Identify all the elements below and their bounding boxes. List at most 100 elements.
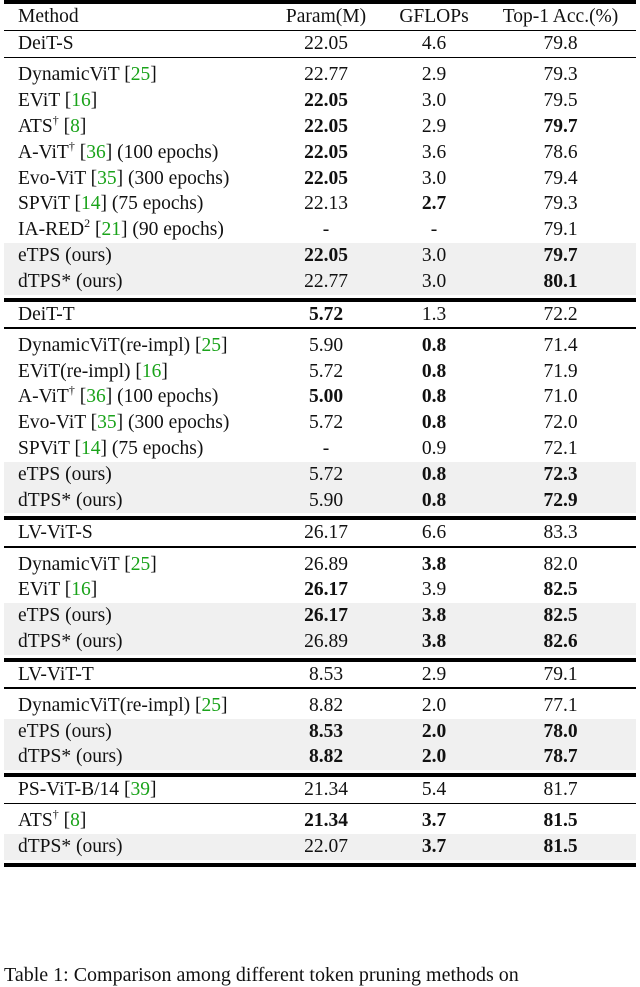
param-cell: 22.77 — [304, 64, 348, 86]
gflops-cell: 2.0 — [421, 746, 447, 768]
method-name: EViT — [18, 90, 65, 112]
gflops-cell: 3.7 — [421, 810, 447, 832]
param-cell: 21.34 — [304, 810, 348, 832]
method-superscript: † — [52, 112, 59, 127]
method-cell: EViT(re-impl) [16] — [18, 360, 168, 382]
param-cell: 26.17 — [304, 522, 348, 544]
method-cell: SPViT [14] (75 epochs) — [18, 193, 204, 215]
table-row: EViT [16] 26.17 3.9 82.5 — [4, 577, 636, 603]
method-cell: DynamicViT(re-impl) [25] — [18, 694, 228, 716]
table-row: eTPS (ours) 26.17 3.8 82.5 — [4, 603, 636, 629]
param-cell: 8.53 — [308, 720, 344, 742]
method-cell: eTPS (ours) — [18, 603, 112, 629]
acc-cell: 71.9 — [543, 360, 578, 382]
citation-link: 39 — [130, 779, 150, 801]
acc-cell: 79.1 — [543, 663, 578, 685]
param-cell: 5.00 — [308, 386, 344, 408]
table-row: EViT(re-impl) [16] 5.72 0.8 71.9 — [4, 359, 636, 385]
method-cell: EViT [16] — [18, 579, 98, 601]
acc-cell: 79.8 — [543, 33, 578, 55]
method-superscript: † — [68, 383, 75, 398]
acc-cell: 79.3 — [543, 193, 578, 215]
method-cell: ATS† [8] — [18, 112, 87, 137]
table-row: dTPS* (ours) 26.89 3.8 82.6 — [4, 628, 636, 655]
baseline-rule — [4, 56, 636, 59]
acc-cell: 81.5 — [543, 836, 578, 858]
method-name: IA-RED — [18, 219, 85, 241]
gflops-cell: 3.8 — [421, 605, 447, 627]
gflops-cell: 3.0 — [421, 244, 447, 266]
method-name: dTPS* (ours) — [18, 270, 123, 292]
group-separator-rule — [4, 773, 636, 778]
baseline-row: LV-ViT-S 26.17 6.6 83.3 — [4, 520, 636, 546]
param-cell: 8.82 — [308, 746, 344, 768]
table-row: Evo-ViT [35] (300 epochs) 22.05 3.0 79.4 — [4, 166, 636, 192]
citation-link: 14 — [80, 437, 101, 459]
method-name: LV-ViT-S — [18, 522, 93, 544]
header-gflops: GFLOPs — [399, 6, 469, 27]
method-cell: Evo-ViT [35] (300 epochs) — [18, 412, 230, 434]
method-name: ATS — [18, 810, 53, 832]
acc-cell: 78.6 — [543, 141, 578, 163]
method-cell: dTPS* (ours) — [18, 488, 123, 514]
acc-cell: 82.0 — [543, 553, 578, 575]
method-superscript: 2 — [84, 216, 91, 231]
table-row: DynamicViT(re-impl) [25] 5.90 0.8 71.4 — [4, 333, 636, 359]
table-header: Method Param(M) GFLOPs Top-1 Acc.(%) — [4, 4, 636, 30]
citation-link: 25 — [201, 694, 221, 716]
param-cell: 21.34 — [304, 779, 348, 801]
method-name: Evo-ViT — [18, 412, 91, 434]
gflops-cell: 3.9 — [421, 579, 447, 601]
method-name: EViT(re-impl) — [18, 360, 136, 382]
method-note: (75 epochs) — [106, 193, 204, 215]
method-cell: Evo-ViT [35] (300 epochs) — [18, 167, 230, 189]
table-row: SPViT [14] (75 epochs) 22.13 2.7 79.3 — [4, 191, 636, 217]
method-name: dTPS* (ours) — [18, 630, 123, 652]
param-cell: 5.72 — [308, 303, 344, 325]
table-row: Evo-ViT [35] (300 epochs) 5.72 0.8 72.0 — [4, 410, 636, 436]
table-row: eTPS (ours) 8.53 2.0 78.0 — [4, 718, 636, 745]
method-cell: PS-ViT-B/14 [39] — [18, 779, 157, 801]
method-cell: dTPS* (ours) — [18, 269, 123, 295]
acc-cell: 79.5 — [543, 90, 578, 112]
acc-cell: 72.1 — [543, 437, 578, 459]
method-cell: eTPS (ours) — [18, 719, 112, 745]
acc-cell: 78.0 — [543, 720, 578, 742]
gflops-cell: 2.9 — [421, 64, 447, 86]
method-cell: A-ViT† [36] (100 epochs) — [18, 383, 219, 408]
gflops-cell: 3.8 — [421, 630, 447, 652]
acc-cell: 83.3 — [543, 522, 578, 544]
table-row: DynamicViT [25] 26.89 3.8 82.0 — [4, 552, 636, 578]
param-cell: 5.90 — [308, 489, 344, 511]
results-table: Method Param(M) GFLOPs Top-1 Acc.(%) Dei… — [4, 0, 636, 868]
acc-cell: 72.0 — [543, 412, 578, 434]
gflops-cell: 2.0 — [421, 720, 447, 742]
method-name: SPViT — [18, 437, 75, 459]
method-superscript: † — [52, 807, 59, 822]
acc-cell: 80.1 — [543, 270, 578, 292]
param-cell: 5.90 — [308, 334, 344, 356]
acc-cell: 72.3 — [543, 463, 578, 485]
acc-cell: 79.7 — [543, 115, 578, 137]
acc-cell: 81.5 — [543, 810, 578, 832]
method-cell: EViT [16] — [18, 90, 98, 112]
citation-link: 8 — [70, 810, 80, 832]
table-row: dTPS* (ours) 22.07 3.7 81.5 — [4, 834, 636, 861]
acc-cell: 78.7 — [543, 746, 578, 768]
method-note: (100 epochs) — [112, 386, 219, 408]
header-method: Method — [18, 6, 79, 27]
method-cell: LV-ViT-T — [18, 662, 94, 688]
param-cell: 26.89 — [304, 553, 348, 575]
acc-cell: 71.0 — [543, 386, 578, 408]
param-cell: 8.53 — [308, 663, 344, 685]
method-note: (100 epochs) — [112, 141, 219, 163]
method-name: LV-ViT-T — [18, 663, 94, 685]
gflops-cell: 0.8 — [421, 334, 447, 356]
method-name: DeiT-T — [18, 303, 75, 325]
gflops-cell: 0.8 — [421, 489, 447, 511]
acc-cell: 71.4 — [543, 334, 578, 356]
param-cell: 22.05 — [304, 115, 348, 137]
method-name: DynamicViT — [18, 553, 125, 575]
gflops-cell: 2.0 — [421, 694, 447, 716]
acc-cell: 81.7 — [543, 779, 578, 801]
